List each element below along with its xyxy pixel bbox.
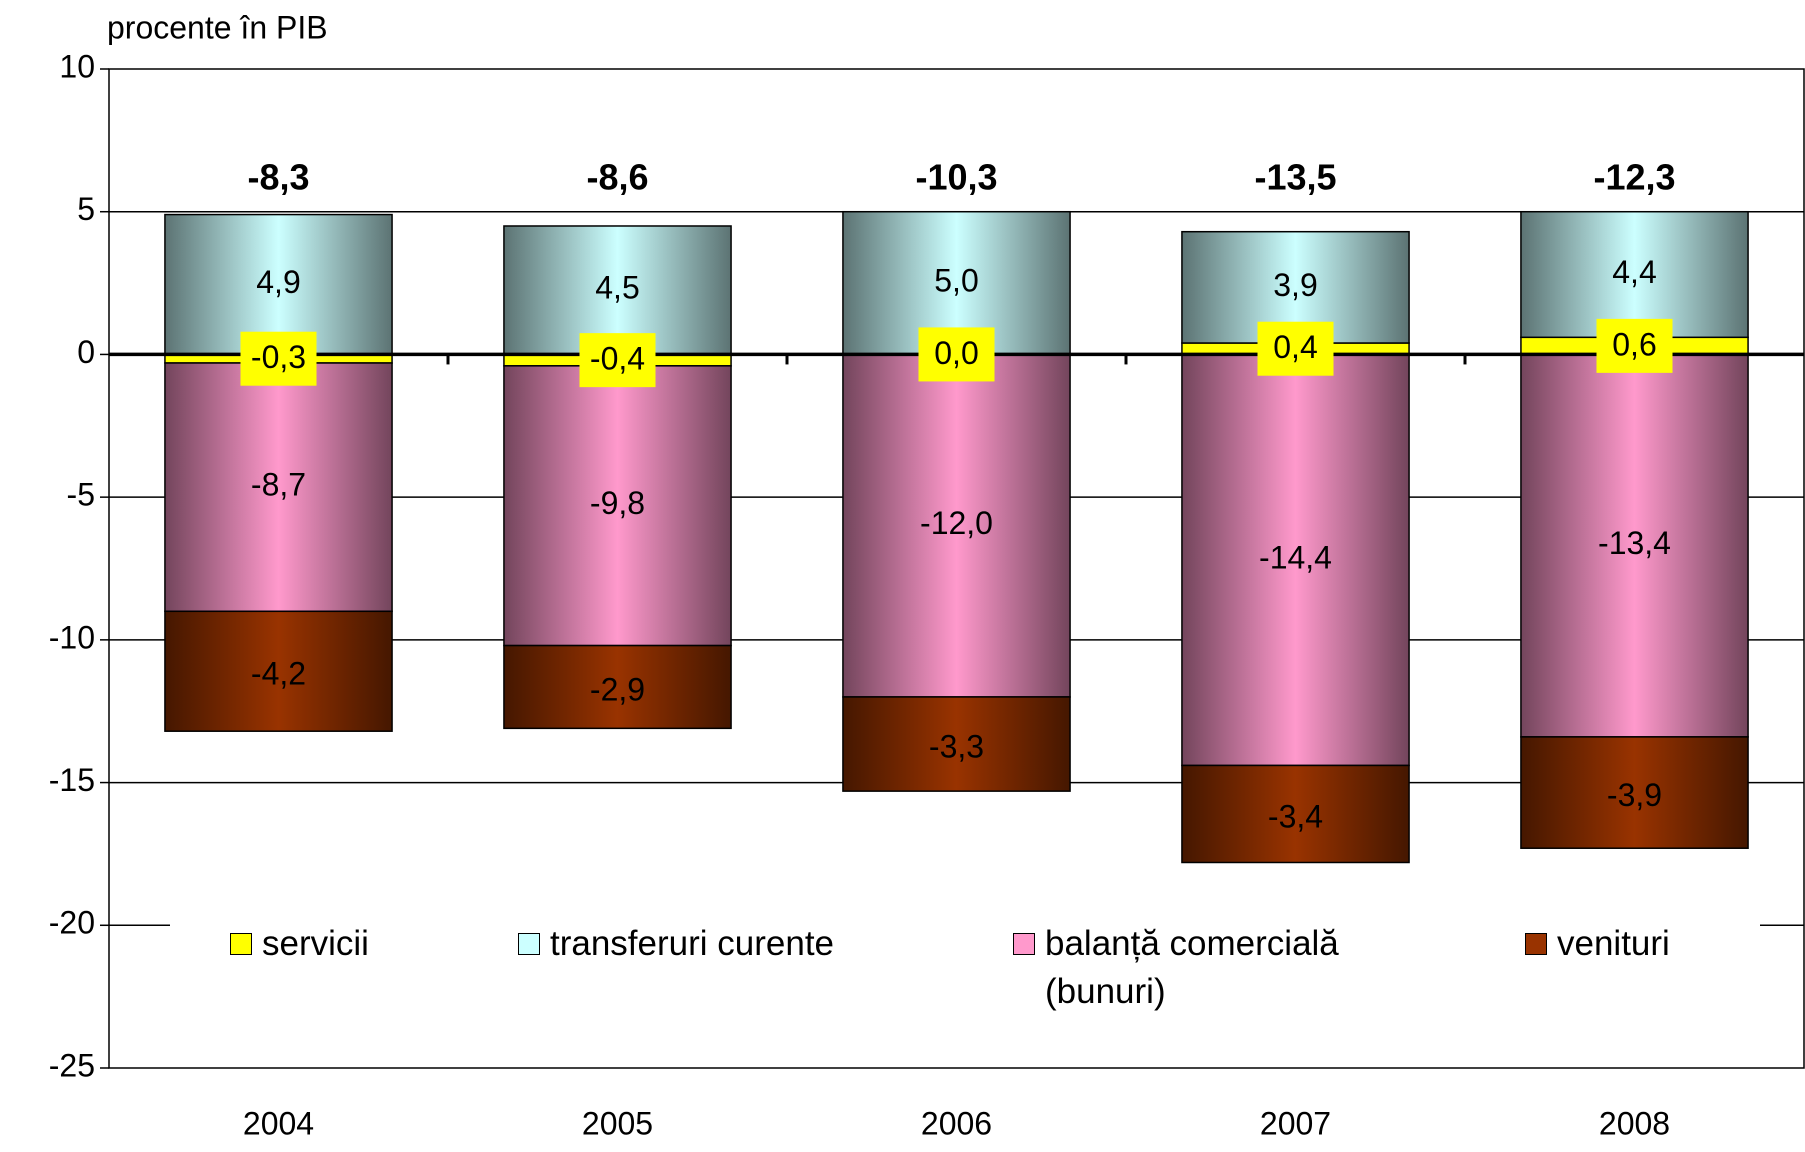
- total-label: -13,5: [1254, 157, 1336, 198]
- data-label: -13,4: [1598, 525, 1671, 561]
- x-tick-label: 2004: [243, 1105, 314, 1141]
- total-label: -8,3: [247, 157, 309, 198]
- label-box: [579, 333, 656, 388]
- data-label: -2,9: [590, 671, 645, 707]
- legend-label: servicii: [262, 924, 369, 963]
- data-label: -14,4: [1259, 539, 1332, 575]
- data-label: -9,8: [590, 485, 645, 521]
- bar-segment: [164, 610, 393, 732]
- legend-label: transferuri curente: [550, 924, 835, 963]
- legend-item: transferuri curente: [518, 920, 834, 968]
- total-label: -8,6: [586, 157, 648, 198]
- y-tick-label: -10: [49, 619, 95, 655]
- bar-segment: [1520, 736, 1749, 849]
- legend-item: balanță comercială (bunuri): [1013, 920, 1403, 1016]
- data-label: 0,6: [1612, 326, 1656, 362]
- overlay: -25 -20 -15 -10 -5 0 5 10 2004 -0,3 4,9 -8,7 -4,2 -8,…: [49, 48, 1805, 1141]
- legend-swatch: [1525, 933, 1547, 955]
- bar-segment: [1520, 353, 1749, 738]
- x-tick-label: 2005: [582, 1105, 653, 1141]
- total-label: -12,3: [1593, 157, 1675, 198]
- bar-segment: [1520, 210, 1749, 339]
- y-tick-label: 10: [59, 48, 95, 84]
- y-tick-label: -5: [67, 477, 95, 513]
- label-box: [1596, 318, 1673, 373]
- bar-segment: [164, 213, 393, 356]
- label-box: [240, 331, 317, 386]
- data-label: -3,9: [1607, 777, 1662, 813]
- data-label: -3,3: [929, 728, 984, 764]
- label-box: [1257, 321, 1334, 376]
- legend-label: venituri: [1557, 924, 1670, 963]
- legend-swatch: [1013, 933, 1035, 955]
- total-label: -10,3: [915, 157, 997, 198]
- data-label: 4,4: [1612, 254, 1656, 290]
- legend-item: venituri: [1525, 920, 1670, 968]
- data-label: -0,3: [251, 339, 306, 375]
- bar-segment: [503, 365, 732, 647]
- bar-segment: [842, 353, 1071, 698]
- legend-label: balanță comercială (bunuri): [1045, 924, 1339, 1011]
- bars: [164, 210, 1749, 864]
- y-tick-label: -20: [49, 905, 95, 941]
- data-label: -0,4: [590, 341, 645, 377]
- legend-background: [170, 912, 1760, 1024]
- bar-segment: [1181, 764, 1410, 864]
- y-tick-label: 5: [77, 191, 95, 227]
- data-label: 3,9: [1273, 267, 1317, 303]
- label-box: [918, 327, 995, 382]
- x-tick-label: 2008: [1599, 1105, 1670, 1141]
- data-label: 4,9: [256, 264, 300, 300]
- y-tick-label: -25: [49, 1047, 95, 1083]
- plot-frame: [108, 68, 1805, 1069]
- y-tick-label: -15: [49, 762, 95, 798]
- bar-segment: [503, 225, 732, 356]
- legend-swatch: [518, 933, 540, 955]
- bar-segment: [164, 362, 393, 613]
- bar-segment: [842, 696, 1071, 792]
- data-label: -4,2: [251, 656, 306, 692]
- data-label: -3,4: [1268, 798, 1323, 834]
- y-tick-label: 0: [77, 334, 95, 370]
- data-label: 4,5: [595, 270, 639, 306]
- legend-item: servicii: [230, 920, 369, 968]
- bar-segment: [1181, 353, 1410, 767]
- data-label: 0,0: [934, 335, 978, 371]
- data-label: 5,0: [934, 263, 978, 299]
- bar-segment: [503, 644, 732, 730]
- data-label: -12,0: [920, 505, 993, 541]
- y-axis-label: procente în PIB: [107, 9, 328, 45]
- x-tick-label: 2006: [921, 1105, 992, 1141]
- legend-swatch: [230, 933, 252, 955]
- data-label: 0,4: [1273, 329, 1317, 365]
- data-label: -8,7: [251, 467, 306, 503]
- x-tick-label: 2007: [1260, 1105, 1331, 1141]
